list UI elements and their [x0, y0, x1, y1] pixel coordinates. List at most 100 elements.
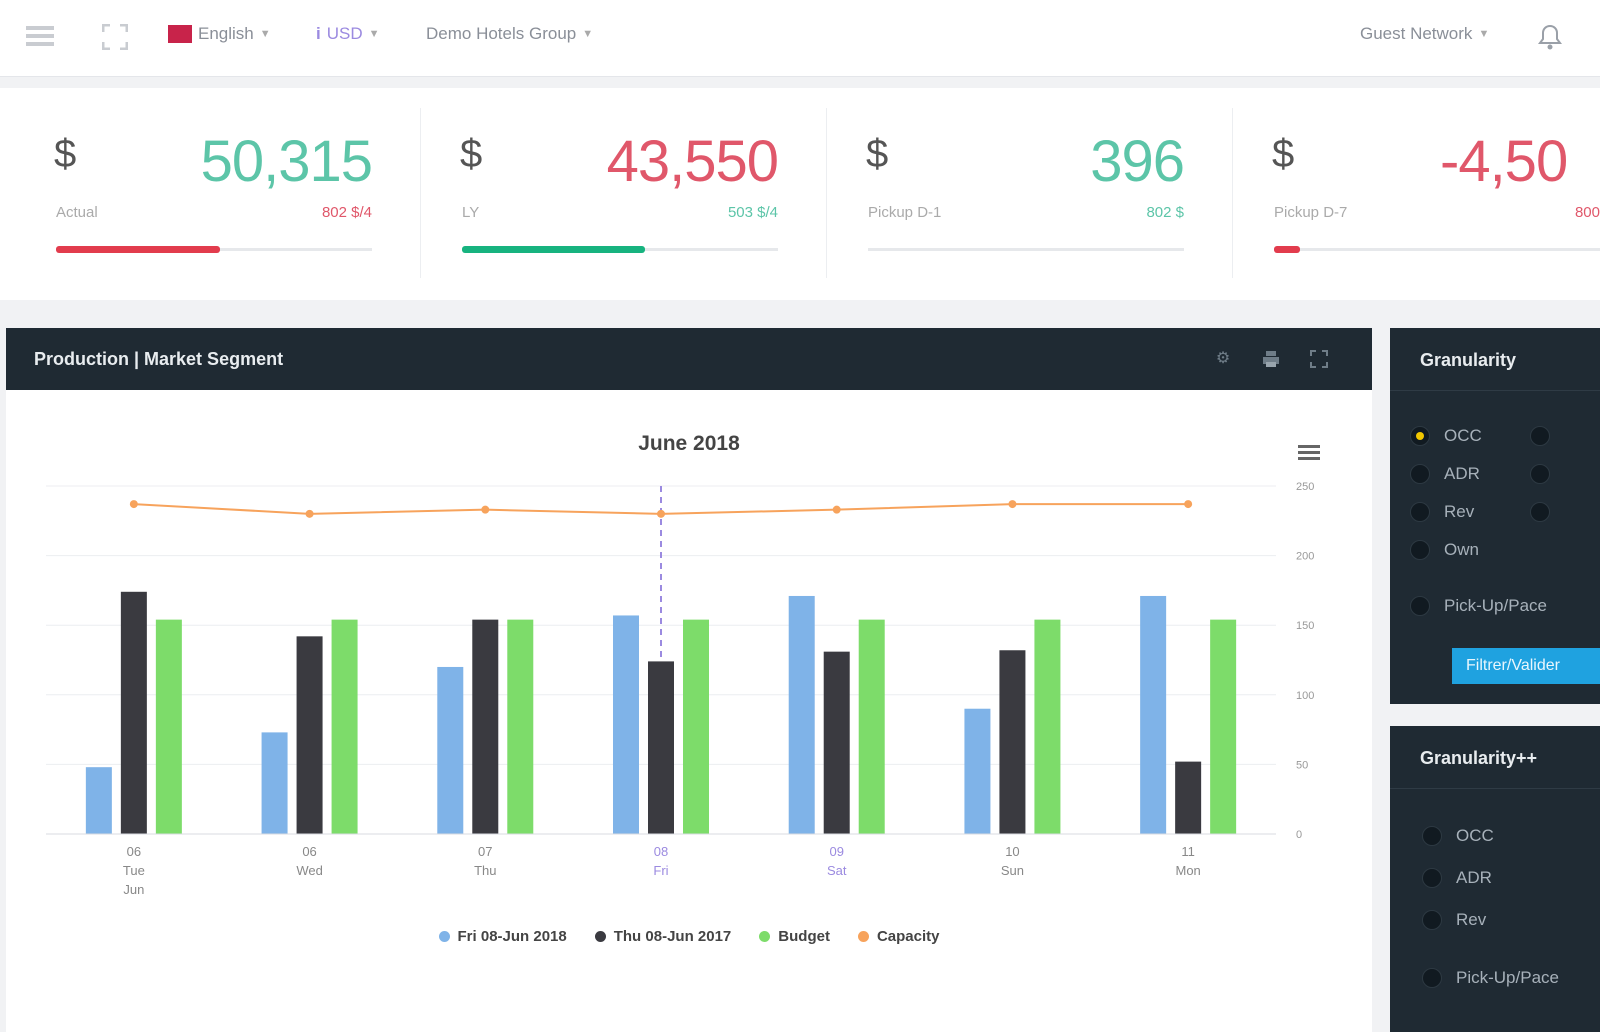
kpi-sub: 800	[1574, 204, 1600, 221]
x-tick-label: 06	[127, 844, 141, 859]
option-label: ADR	[1456, 868, 1492, 887]
radio-occ[interactable]: OCC	[1410, 426, 1482, 446]
chevron-down-icon: ▼	[582, 28, 594, 40]
radio-icon	[1422, 968, 1442, 988]
currency-symbol: $	[54, 132, 77, 176]
bar	[1034, 619, 1061, 834]
user-label: Guest Network	[1360, 24, 1473, 43]
bar	[120, 591, 147, 834]
radio-icon	[1410, 540, 1430, 560]
radio-icon	[1410, 426, 1430, 446]
line-point	[481, 505, 490, 514]
radio-icon	[1410, 502, 1430, 522]
bar	[648, 661, 674, 834]
panel-title: Production | Market Segment	[34, 349, 284, 369]
legend-swatch	[759, 931, 771, 942]
bar	[613, 615, 639, 834]
legend-label: Capacity	[876, 928, 940, 945]
kpi-progress-fill	[1274, 246, 1301, 253]
panel-header: Production | Market Segment ⚙	[6, 328, 1372, 390]
kpi-value: 50,315	[200, 129, 373, 194]
chart-legend: Fri 08-Jun 2018 Thu 08-Jun 2017 Budget C…	[6, 928, 1372, 945]
chart-menu-icon[interactable]	[1298, 444, 1320, 467]
radio-pickup-pace[interactable]: Pick-Up/Pace	[1410, 596, 1547, 616]
y-tick-label: 200	[1296, 551, 1314, 563]
currency-select[interactable]: i USD ▼	[316, 24, 380, 44]
grid-menu-icon[interactable]	[26, 24, 54, 48]
print-icon[interactable]	[1262, 350, 1280, 368]
legend-item[interactable]: Fri 08-Jun 2018	[438, 928, 567, 945]
radio-rev[interactable]: Rev	[1422, 910, 1486, 930]
bar	[858, 619, 885, 834]
radio-col2-2[interactable]	[1530, 464, 1550, 484]
info-icon: i	[316, 24, 321, 43]
y-tick-label: 0	[1296, 829, 1302, 841]
legend-item[interactable]: Thu 08-Jun 2017	[594, 928, 731, 945]
option-label: Own	[1444, 540, 1479, 559]
chart-title: June 2018	[638, 432, 740, 455]
filter-button[interactable]: Filtrer/Valider	[1452, 648, 1600, 684]
radio-rev[interactable]: Rev	[1410, 502, 1474, 522]
radio-adr[interactable]: ADR	[1410, 464, 1480, 484]
top-bar: English ▼ i USD ▼ Demo Hotels Group ▼ Gu…	[0, 0, 1600, 77]
legend-label: Budget	[778, 928, 830, 945]
y-tick-label: 50	[1296, 759, 1308, 771]
line-point	[657, 509, 665, 518]
currency-symbol: $	[866, 132, 889, 176]
user-menu[interactable]: Guest Network ▼	[1360, 24, 1489, 44]
kpi-card-pickup-d1: $ 396 Pickup D-1 802 $	[812, 88, 1212, 300]
option-label: Pick-Up/Pace	[1444, 596, 1547, 615]
x-tick-label: 10	[1005, 844, 1019, 859]
y-tick-label: 150	[1296, 620, 1314, 632]
legend-item[interactable]: Capacity	[857, 928, 940, 945]
bar	[964, 708, 991, 834]
option-label: OCC	[1444, 426, 1482, 445]
x-tick-label: Mon	[1175, 863, 1200, 878]
hotel-select[interactable]: Demo Hotels Group ▼	[426, 24, 593, 44]
bar-chart: 250 200 150 100 50 0 06 Tue Jun 06 Wed 07 Thu 08 Fri 09…	[46, 481, 1314, 897]
fullscreen-icon[interactable]	[102, 24, 128, 50]
radio-col2-3[interactable]	[1530, 502, 1550, 522]
radio-icon	[1530, 502, 1550, 522]
hotel-label: Demo Hotels Group	[426, 24, 577, 43]
divider	[420, 108, 421, 278]
line-point	[832, 505, 841, 514]
radio-own[interactable]: Own	[1410, 540, 1479, 560]
panel-title: Granularity	[1420, 350, 1517, 370]
x-tick-label: Tue	[123, 863, 145, 878]
divider	[826, 108, 827, 278]
option-label: Rev	[1444, 502, 1475, 521]
radio-icon	[1410, 464, 1430, 484]
line-point	[1008, 500, 1017, 509]
flag-icon	[168, 25, 192, 43]
bell-icon[interactable]	[1538, 24, 1562, 50]
bar	[683, 619, 709, 834]
bar	[437, 666, 464, 834]
language-label: English	[198, 24, 254, 43]
radio-icon	[1422, 826, 1442, 846]
kpi-sub: 503 $/4	[727, 204, 778, 221]
kpi-sub: 802 $/4	[321, 204, 372, 221]
y-tick-label: 250	[1296, 481, 1314, 493]
currency-label: USD	[326, 24, 363, 43]
kpi-progress-track	[462, 246, 778, 253]
radio-col2-1[interactable]	[1530, 426, 1550, 446]
x-tick-label: 07	[478, 844, 492, 859]
x-tick-label: 06	[302, 844, 316, 859]
kpi-card-ly: $ 43,550 LY 503 $/4	[406, 88, 806, 300]
option-label: Rev	[1456, 910, 1487, 929]
expand-icon[interactable]	[1310, 350, 1328, 368]
radio-adr[interactable]: ADR	[1422, 868, 1492, 888]
legend-item[interactable]: Budget	[759, 928, 830, 945]
option-label: ADR	[1444, 464, 1480, 483]
radio-occ[interactable]: OCC	[1422, 826, 1494, 846]
gear-icon[interactable]: ⚙	[1215, 350, 1231, 367]
radio-pickup-pace[interactable]: Pick-Up/Pace	[1422, 968, 1559, 988]
divider	[1390, 390, 1600, 391]
line-point	[305, 509, 314, 518]
language-select[interactable]: English ▼	[168, 24, 271, 44]
kpi-sub: 802 $	[1146, 204, 1184, 221]
x-tick-label: Thu	[474, 863, 496, 878]
kpi-value: 396	[1090, 129, 1185, 194]
legend-label: Fri 08-Jun 2018	[457, 928, 567, 945]
